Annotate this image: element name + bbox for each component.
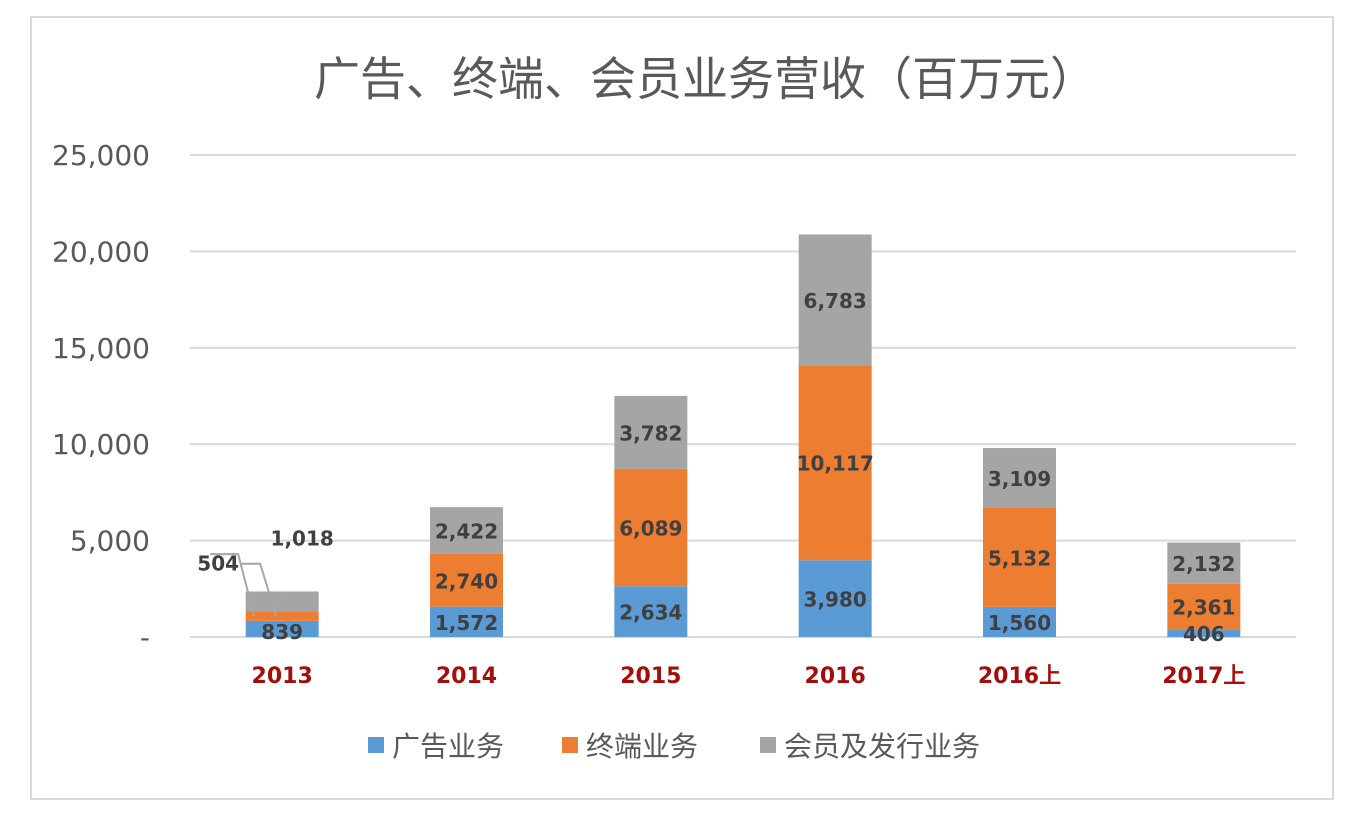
gridlines [190, 154, 1296, 638]
x-axis-ticks: 2013 2014 2015 2016 2016上 2017上 [252, 664, 1246, 689]
data-label: 2,634 [619, 601, 682, 625]
data-label: 10,117 [797, 452, 874, 476]
data-label: 504 [197, 552, 239, 576]
x-tick-label: 2015 [620, 664, 681, 689]
data-label: 3,109 [988, 467, 1051, 491]
x-tick-label: 2017上 [1162, 664, 1245, 689]
bar-segment [245, 591, 319, 612]
data-label: 2,361 [1172, 595, 1235, 619]
data-label: 2,422 [435, 520, 498, 544]
bar-segment [430, 507, 503, 554]
y-tick-label: - [140, 621, 150, 654]
data-label: 2,740 [435, 569, 498, 593]
x-tick-label: 2014 [436, 664, 497, 689]
chart-title: 广告、终端、会员业务营收（百万元） [314, 52, 1096, 106]
legend-swatch [760, 737, 776, 753]
bar-segment [1167, 542, 1241, 584]
bar-segment [983, 448, 1056, 508]
legend-label: 会员及发行业务 [784, 730, 980, 763]
bar-segment [798, 560, 872, 637]
x-tick-label: 2013 [252, 664, 313, 689]
data-label: 6,089 [619, 517, 682, 541]
y-tick-label: 20,000 [52, 235, 150, 268]
bar-segment [983, 606, 1056, 637]
bars [245, 234, 1241, 637]
legend-swatch [562, 737, 578, 753]
bar-segment [1167, 629, 1241, 637]
y-axis-ticks: - 5,000 10,000 15,000 20,000 25,000 [52, 139, 150, 654]
legend: 广告业务 终端业务 会员及发行业务 [368, 730, 980, 763]
y-tick-label: 5,000 [70, 525, 150, 558]
bar-segment [614, 586, 688, 637]
bar-segment [1167, 583, 1241, 630]
data-label: 2,132 [1172, 552, 1235, 576]
data-label: 839 [261, 620, 303, 644]
legend-label: 终端业务 [586, 730, 698, 763]
bar-segment [245, 620, 319, 637]
bar-segment [983, 507, 1056, 607]
x-tick-label: 2016上 [978, 664, 1061, 689]
leader-line [279, 594, 299, 602]
leader-line [240, 562, 278, 617]
data-label: 3,782 [619, 421, 682, 445]
bar-segment [614, 468, 688, 587]
bar-segment [245, 611, 319, 621]
data-label: 406 [1183, 622, 1225, 646]
bar-segment [430, 553, 503, 607]
data-label: 1,572 [435, 611, 498, 635]
bar-segment [614, 395, 688, 469]
leader-line [210, 553, 256, 617]
y-tick-label: 10,000 [52, 428, 150, 461]
y-tick-label: 25,000 [52, 139, 150, 172]
data-labels: 839 1,572 2,634 3,980 1,560 406 504 2,740 6,089 1… [197, 289, 1235, 646]
data-label: 6,783 [804, 289, 867, 313]
x-tick-label: 2016 [805, 664, 866, 689]
y-tick-label: 15,000 [52, 332, 150, 365]
legend-label: 广告业务 [392, 730, 504, 763]
data-label: 1,018 [271, 527, 334, 551]
bar-segment [798, 365, 872, 561]
data-label: 3,980 [804, 588, 867, 612]
data-label: 1,560 [988, 611, 1051, 635]
legend-swatch [368, 737, 384, 753]
bar-segment [430, 606, 503, 637]
data-label: 5,132 [988, 546, 1051, 570]
bar-segment [798, 234, 872, 366]
